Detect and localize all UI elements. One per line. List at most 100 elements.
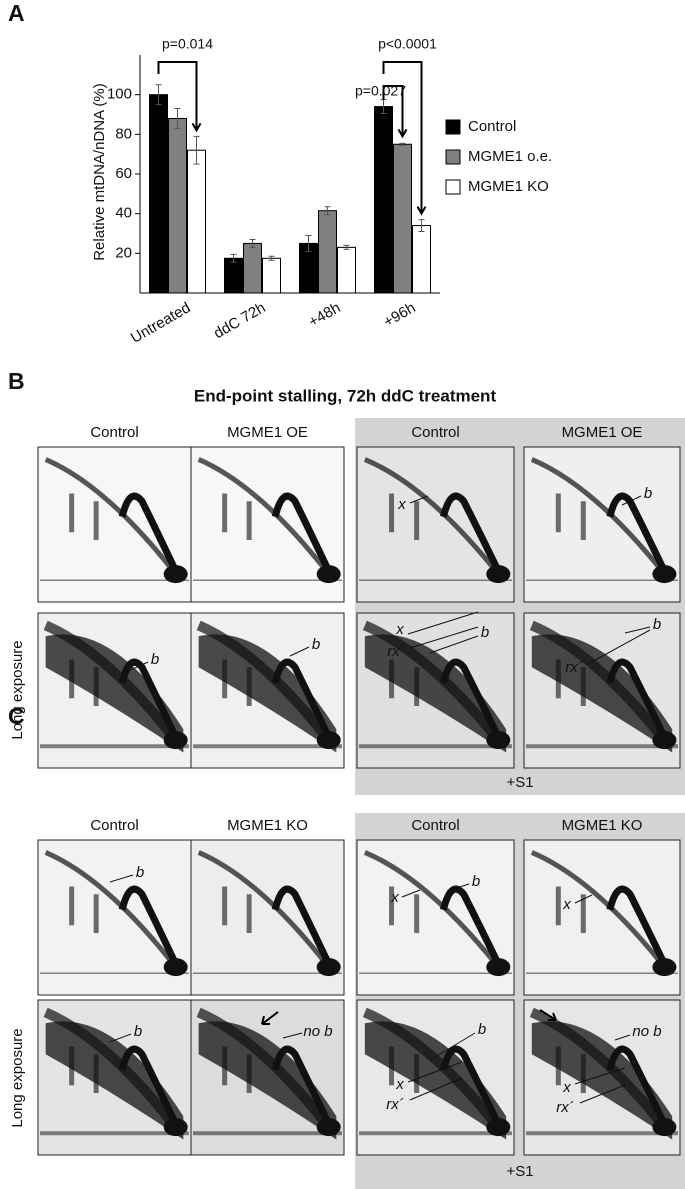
- legend-label: MGME1 KO: [468, 178, 549, 195]
- gel-streak: [69, 886, 99, 933]
- label-leader: [574, 894, 593, 904]
- arrow: [261, 1011, 279, 1025]
- gel-arc: [606, 658, 668, 739]
- label-leader: [621, 495, 642, 506]
- gel-arc: [271, 1045, 332, 1126]
- gel-smear: [198, 634, 337, 753]
- gel-arc: [44, 457, 178, 576]
- column-label: Control: [411, 424, 459, 441]
- gel-arc: [363, 850, 501, 969]
- gel-arc: [362, 1007, 503, 1131]
- label-leader: [109, 874, 134, 883]
- gel-arc: [196, 620, 333, 744]
- gel-label: x: [562, 896, 571, 913]
- arrow: [539, 1009, 557, 1021]
- column-label: MGME1 OE: [227, 424, 308, 441]
- label-leader: [587, 629, 651, 665]
- gel-arc: [197, 850, 331, 969]
- gel-arc: [196, 1007, 333, 1131]
- bar: [243, 242, 262, 294]
- label-leader: [429, 1032, 476, 1061]
- error-bar: [249, 238, 256, 248]
- gel-label: x: [390, 889, 399, 906]
- gel-arc: [439, 1045, 502, 1126]
- error-bar: [305, 234, 312, 252]
- gel-arc: [197, 457, 331, 576]
- gel-streak: [555, 493, 586, 540]
- bar: [337, 246, 356, 294]
- gel-arc: [530, 457, 667, 576]
- gel-arc: [118, 1045, 179, 1126]
- error-bar: [324, 206, 331, 216]
- label-leader: [446, 883, 470, 892]
- row-label: Long exposure: [9, 1028, 26, 1127]
- gel-streak: [222, 886, 252, 933]
- legend-swatch: [445, 149, 461, 165]
- gel-label: rx´: [565, 659, 583, 676]
- bar: [168, 117, 187, 294]
- column-label: Control: [411, 817, 459, 834]
- label-leader: [401, 889, 421, 898]
- x-tick-label: ddC 72h: [211, 299, 269, 342]
- gel-smear: [45, 1021, 184, 1140]
- gel-streak: [69, 659, 99, 706]
- column-label: MGME1 KO: [227, 817, 308, 834]
- legend-swatch: [445, 119, 461, 135]
- gel-spot: [316, 958, 341, 977]
- gel-arc: [529, 1007, 669, 1131]
- bar: [393, 143, 412, 294]
- gel-label: b: [151, 651, 159, 668]
- error-bar: [230, 253, 237, 263]
- y-tick-label: 60: [115, 165, 132, 182]
- x-tick-label: Untreated: [128, 299, 194, 347]
- gel-arc: [529, 620, 669, 744]
- gel-streak: [69, 493, 99, 540]
- label-leader: [409, 495, 429, 504]
- y-tick-label: 20: [115, 244, 132, 261]
- gel-arc: [439, 658, 502, 739]
- gel-arc: [43, 1007, 180, 1131]
- bar: [149, 94, 168, 294]
- gel-streak: [555, 659, 586, 706]
- bracket-arrow: [416, 206, 427, 216]
- column-label: Control: [90, 424, 138, 441]
- gel-label: b: [136, 864, 144, 881]
- significance-bracket: [157, 61, 198, 131]
- gel-streak: [555, 1046, 586, 1093]
- gel-label: b: [481, 624, 489, 641]
- panel-label: A: [8, 0, 25, 26]
- significance-label: p<0.0001: [378, 36, 437, 52]
- label-leader: [579, 1084, 626, 1104]
- gel-streak: [555, 886, 586, 933]
- label-leader: [109, 1033, 132, 1043]
- gel-spot: [652, 958, 677, 977]
- error-bar: [193, 135, 200, 165]
- column-label: Control: [90, 817, 138, 834]
- label-leader: [407, 1061, 463, 1083]
- significance-bracket: [382, 61, 423, 214]
- gel-spot: [163, 958, 188, 977]
- treatment-label: +S1: [506, 1163, 533, 1180]
- gel-label: rx´: [556, 1099, 574, 1116]
- bar: [187, 149, 206, 294]
- gel-arc: [271, 658, 332, 739]
- error-bar: [418, 219, 425, 233]
- label-leader: [409, 1077, 463, 1101]
- gel-streak: [389, 659, 420, 706]
- gel-label: b: [312, 636, 320, 653]
- gel-label: x: [397, 496, 406, 513]
- error-bar: [174, 108, 181, 129]
- gel-arc: [44, 850, 178, 969]
- gel-arc: [606, 1045, 668, 1126]
- gel-smear: [198, 1021, 337, 1140]
- error-bar: [343, 244, 350, 250]
- gel-streak: [389, 493, 420, 540]
- gel-label: b: [478, 1021, 486, 1038]
- bar: [224, 257, 243, 294]
- gel-spot: [486, 565, 511, 584]
- bar: [262, 257, 281, 294]
- label-leader: [624, 626, 651, 634]
- gel-arc: [271, 885, 332, 966]
- label-leader: [282, 1032, 303, 1039]
